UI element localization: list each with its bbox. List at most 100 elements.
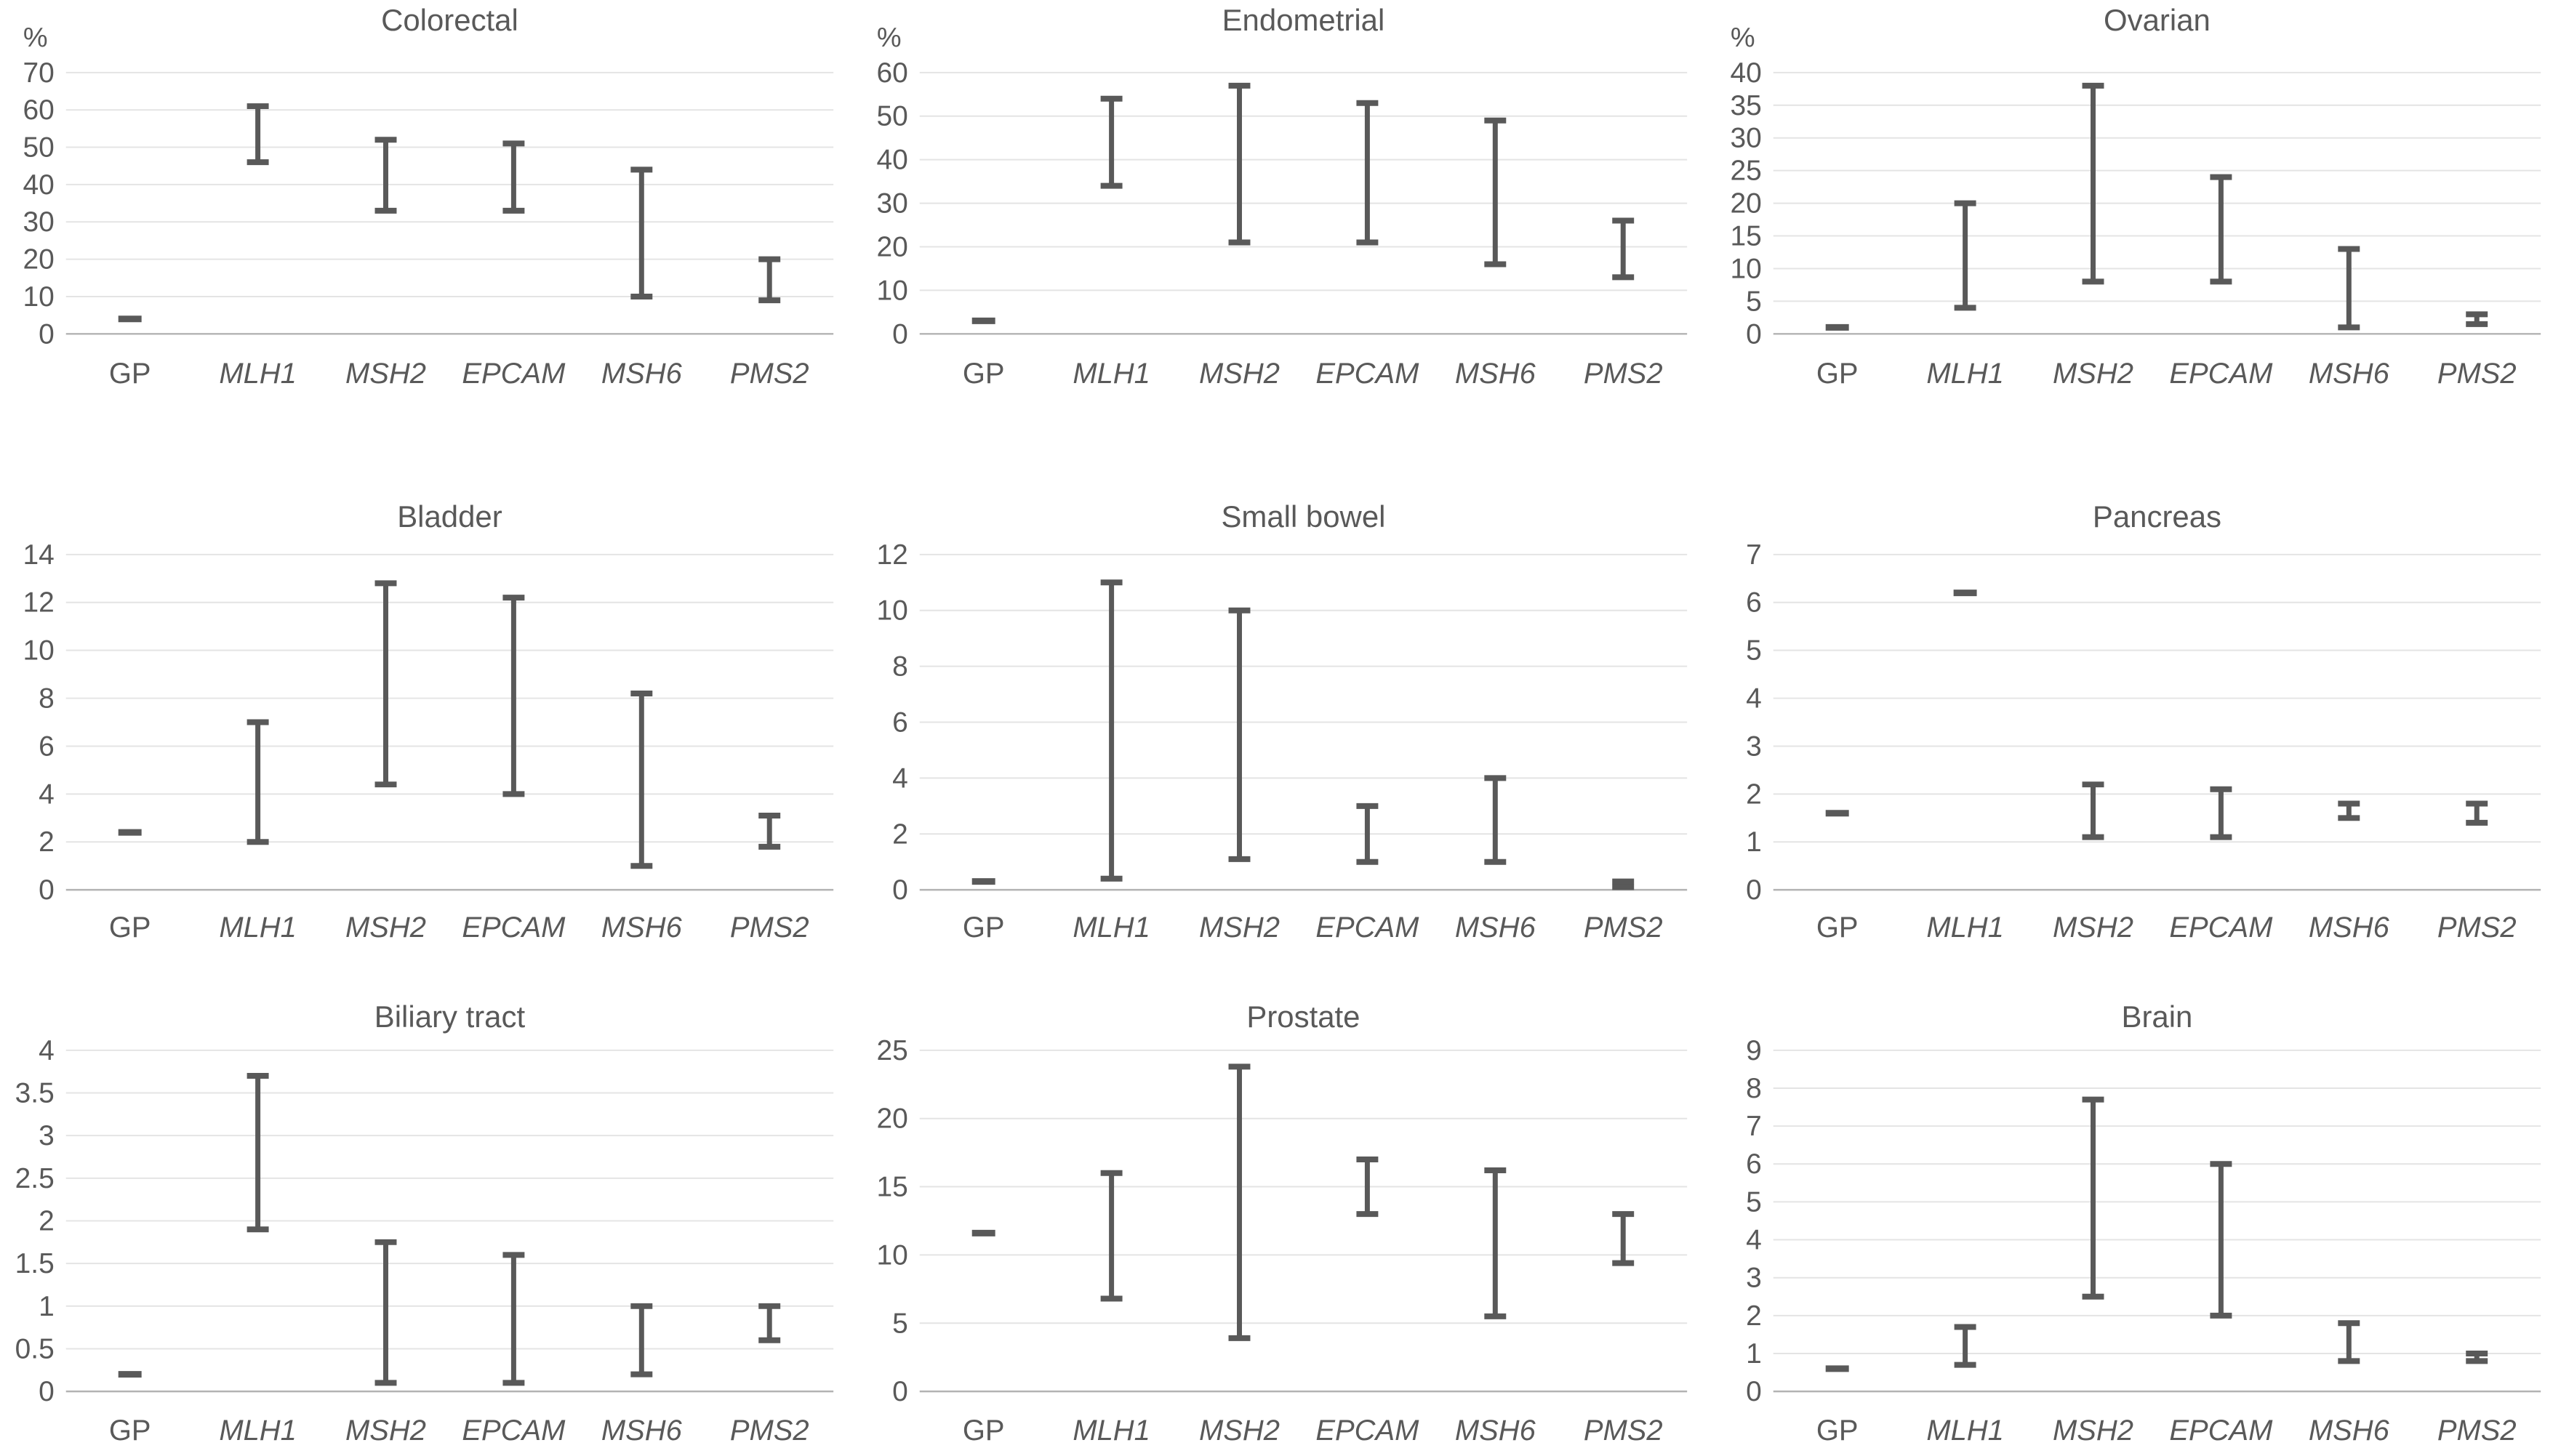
range-bar-pms2 xyxy=(758,1303,781,1343)
range-bar-epcam xyxy=(2210,786,2232,840)
y-tick-label: 2 xyxy=(1746,779,1762,810)
x-axis-label-msh2: MSH2 xyxy=(345,358,426,390)
y-axis-unit-label: % xyxy=(877,23,902,53)
range-bar-msh2 xyxy=(1228,607,1251,862)
range-bar-epcam xyxy=(502,1252,525,1386)
y-tick-label: 1.5 xyxy=(15,1248,55,1279)
y-tick-label: 9 xyxy=(1746,1035,1762,1066)
range-bar-pms2 xyxy=(758,256,781,304)
range-bar-msh2 xyxy=(1228,82,1251,246)
chart-panel-endometrial: 0 10 20 30 40 50 60% Endometrial GP MLH1 MSH2 EPCAM… xyxy=(854,0,1707,486)
range-bar-pms2 xyxy=(2466,1351,2488,1364)
chart-title: Brain xyxy=(2122,1000,2193,1034)
x-axis-label-msh6: MSH6 xyxy=(601,358,683,390)
x-axis-label-gp: GP xyxy=(109,912,151,944)
range-bar-mlh1 xyxy=(1954,200,1976,311)
y-tick-label: 5 xyxy=(1746,286,1762,317)
x-axis-label-mlh1: MLH1 xyxy=(1926,1415,2004,1447)
y-tick-label: 6 xyxy=(1746,1149,1762,1180)
x-axis-label-pms2: PMS2 xyxy=(1584,912,1663,944)
x-axis-label-epcam: EPCAM xyxy=(462,912,566,944)
y-tick-label: 40 xyxy=(23,169,54,201)
y-tick-label: 4 xyxy=(39,779,55,810)
range-bar-epcam xyxy=(2210,174,2232,285)
x-axis-label-gp: GP xyxy=(109,358,151,390)
chart-panel-ovarian: 0 5 10 15 20 25 30 35 40% Ovarian GP MLH1 MSH2 EPCAM M… xyxy=(1707,0,2561,486)
range-bar-mlh1 xyxy=(247,103,269,166)
chart-svg-small-bowel: 0 2 4 6 8 10 12 Small bowel GP MLH1 MSH2 EPCAM MSH6 P… xyxy=(876,499,1688,944)
chart-panel-biliary-tract: 0 0.5 1 1.5 2 2.5 3 3.5 4 Biliary tract GP MLH1 MSH2… xyxy=(0,970,854,1456)
range-bar-epcam xyxy=(1356,100,1379,246)
x-axis-label-msh2: MSH2 xyxy=(2053,1415,2133,1447)
y-tick-label: 0 xyxy=(39,1376,55,1407)
range-bar-pms2 xyxy=(1612,217,1635,281)
range-bar-msh6 xyxy=(1484,774,1507,865)
y-tick-label: 8 xyxy=(1746,1073,1762,1104)
y-tick-label: 30 xyxy=(876,188,907,220)
x-axis-label-msh2: MSH2 xyxy=(2053,912,2133,944)
range-bar-msh2 xyxy=(2082,82,2104,285)
range-bar-pms2 xyxy=(1612,878,1635,890)
x-axis-label-gp: GP xyxy=(963,1415,1005,1447)
y-tick-label: 0.5 xyxy=(15,1334,55,1365)
x-axis-label-mlh1: MLH1 xyxy=(219,358,297,390)
x-axis-label-gp: GP xyxy=(1816,1415,1859,1447)
x-axis-label-msh6: MSH6 xyxy=(2309,1415,2390,1447)
range-bar-mlh1 xyxy=(1954,1324,1976,1368)
range-bar-epcam xyxy=(1356,1157,1379,1218)
range-bar-msh6 xyxy=(630,166,653,299)
range-bar-epcam xyxy=(502,594,525,797)
y-tick-label: 40 xyxy=(1730,57,1761,89)
y-tick-label: 2 xyxy=(892,819,908,850)
range-bar-msh6 xyxy=(1484,117,1507,268)
y-tick-label: 2 xyxy=(1746,1300,1762,1332)
x-axis-label-epcam: EPCAM xyxy=(1315,912,1419,944)
range-bar-msh6 xyxy=(2338,800,2360,821)
y-tick-label: 70 xyxy=(23,57,54,89)
x-axis-label-mlh1: MLH1 xyxy=(1073,912,1150,944)
chart-title: Colorectal xyxy=(381,3,518,37)
y-tick-label: 0 xyxy=(39,874,55,906)
x-axis-label-gp: GP xyxy=(963,358,1005,390)
range-bar-mlh1 xyxy=(247,719,269,845)
y-tick-label: 0 xyxy=(892,318,908,350)
x-axis-label-mlh1: MLH1 xyxy=(1926,358,2004,390)
x-axis-label-mlh1: MLH1 xyxy=(1926,912,2004,944)
range-bar-pms2 xyxy=(758,812,781,850)
chart-title: Ovarian xyxy=(2104,3,2211,37)
chart-svg-prostate: 0 5 10 15 20 25 Prostate GP MLH1 MSH2 EPCAM MSH6 PMS… xyxy=(876,1000,1688,1447)
chart-panel-bladder: 0 2 4 6 8 10 12 14 Bladder GP MLH1 MSH2 EPCAM MSH6 PMS… xyxy=(0,486,854,971)
y-tick-label: 5 xyxy=(1746,1187,1762,1218)
y-tick-label: 30 xyxy=(1730,123,1761,154)
x-axis-label-msh6: MSH6 xyxy=(601,1415,683,1447)
range-bar-epcam xyxy=(2210,1161,2232,1319)
x-axis-label-pms2: PMS2 xyxy=(2437,358,2517,390)
x-axis-label-mlh1: MLH1 xyxy=(219,912,297,944)
y-tick-label: 2 xyxy=(39,1206,55,1237)
range-bar-msh6 xyxy=(630,1303,653,1377)
chart-panel-small-bowel: 0 2 4 6 8 10 12 Small bowel GP MLH1 MSH2 EPCAM MSH6 P… xyxy=(854,486,1707,971)
y-tick-label: 25 xyxy=(1730,156,1761,187)
y-tick-label: 3 xyxy=(1746,1263,1762,1294)
x-axis-label-msh2: MSH2 xyxy=(1199,912,1280,944)
y-tick-label: 3.5 xyxy=(15,1078,55,1109)
y-tick-label: 4 xyxy=(892,763,908,794)
y-tick-label: 10 xyxy=(1730,253,1761,284)
chart-title: Pancreas xyxy=(2093,499,2221,534)
chart-panel-prostate: 0 5 10 15 20 25 Prostate GP MLH1 MSH2 EPCAM MSH6 PMS… xyxy=(854,970,1707,1456)
y-tick-label: 2.5 xyxy=(15,1163,55,1194)
y-tick-label: 7 xyxy=(1746,1111,1762,1142)
x-axis-label-epcam: EPCAM xyxy=(1315,1415,1419,1447)
range-bar-msh2 xyxy=(374,579,397,787)
x-axis-label-pms2: PMS2 xyxy=(730,1415,809,1447)
y-tick-label: 8 xyxy=(39,683,55,714)
x-axis-label-epcam: EPCAM xyxy=(2169,1415,2273,1447)
chart-svg-brain: 0 1 2 3 4 5 6 7 8 9 Brain GP MLH1 MSH2 EPCAM MSH6 PMS2 xyxy=(1746,1000,2541,1447)
x-axis-label-pms2: PMS2 xyxy=(730,912,809,944)
x-axis-label-mlh1: MLH1 xyxy=(1073,1415,1150,1447)
y-tick-label: 3 xyxy=(39,1120,55,1151)
x-axis-label-pms2: PMS2 xyxy=(2437,1415,2517,1447)
chart-title: Prostate xyxy=(1246,1000,1360,1034)
x-axis-label-epcam: EPCAM xyxy=(462,358,566,390)
